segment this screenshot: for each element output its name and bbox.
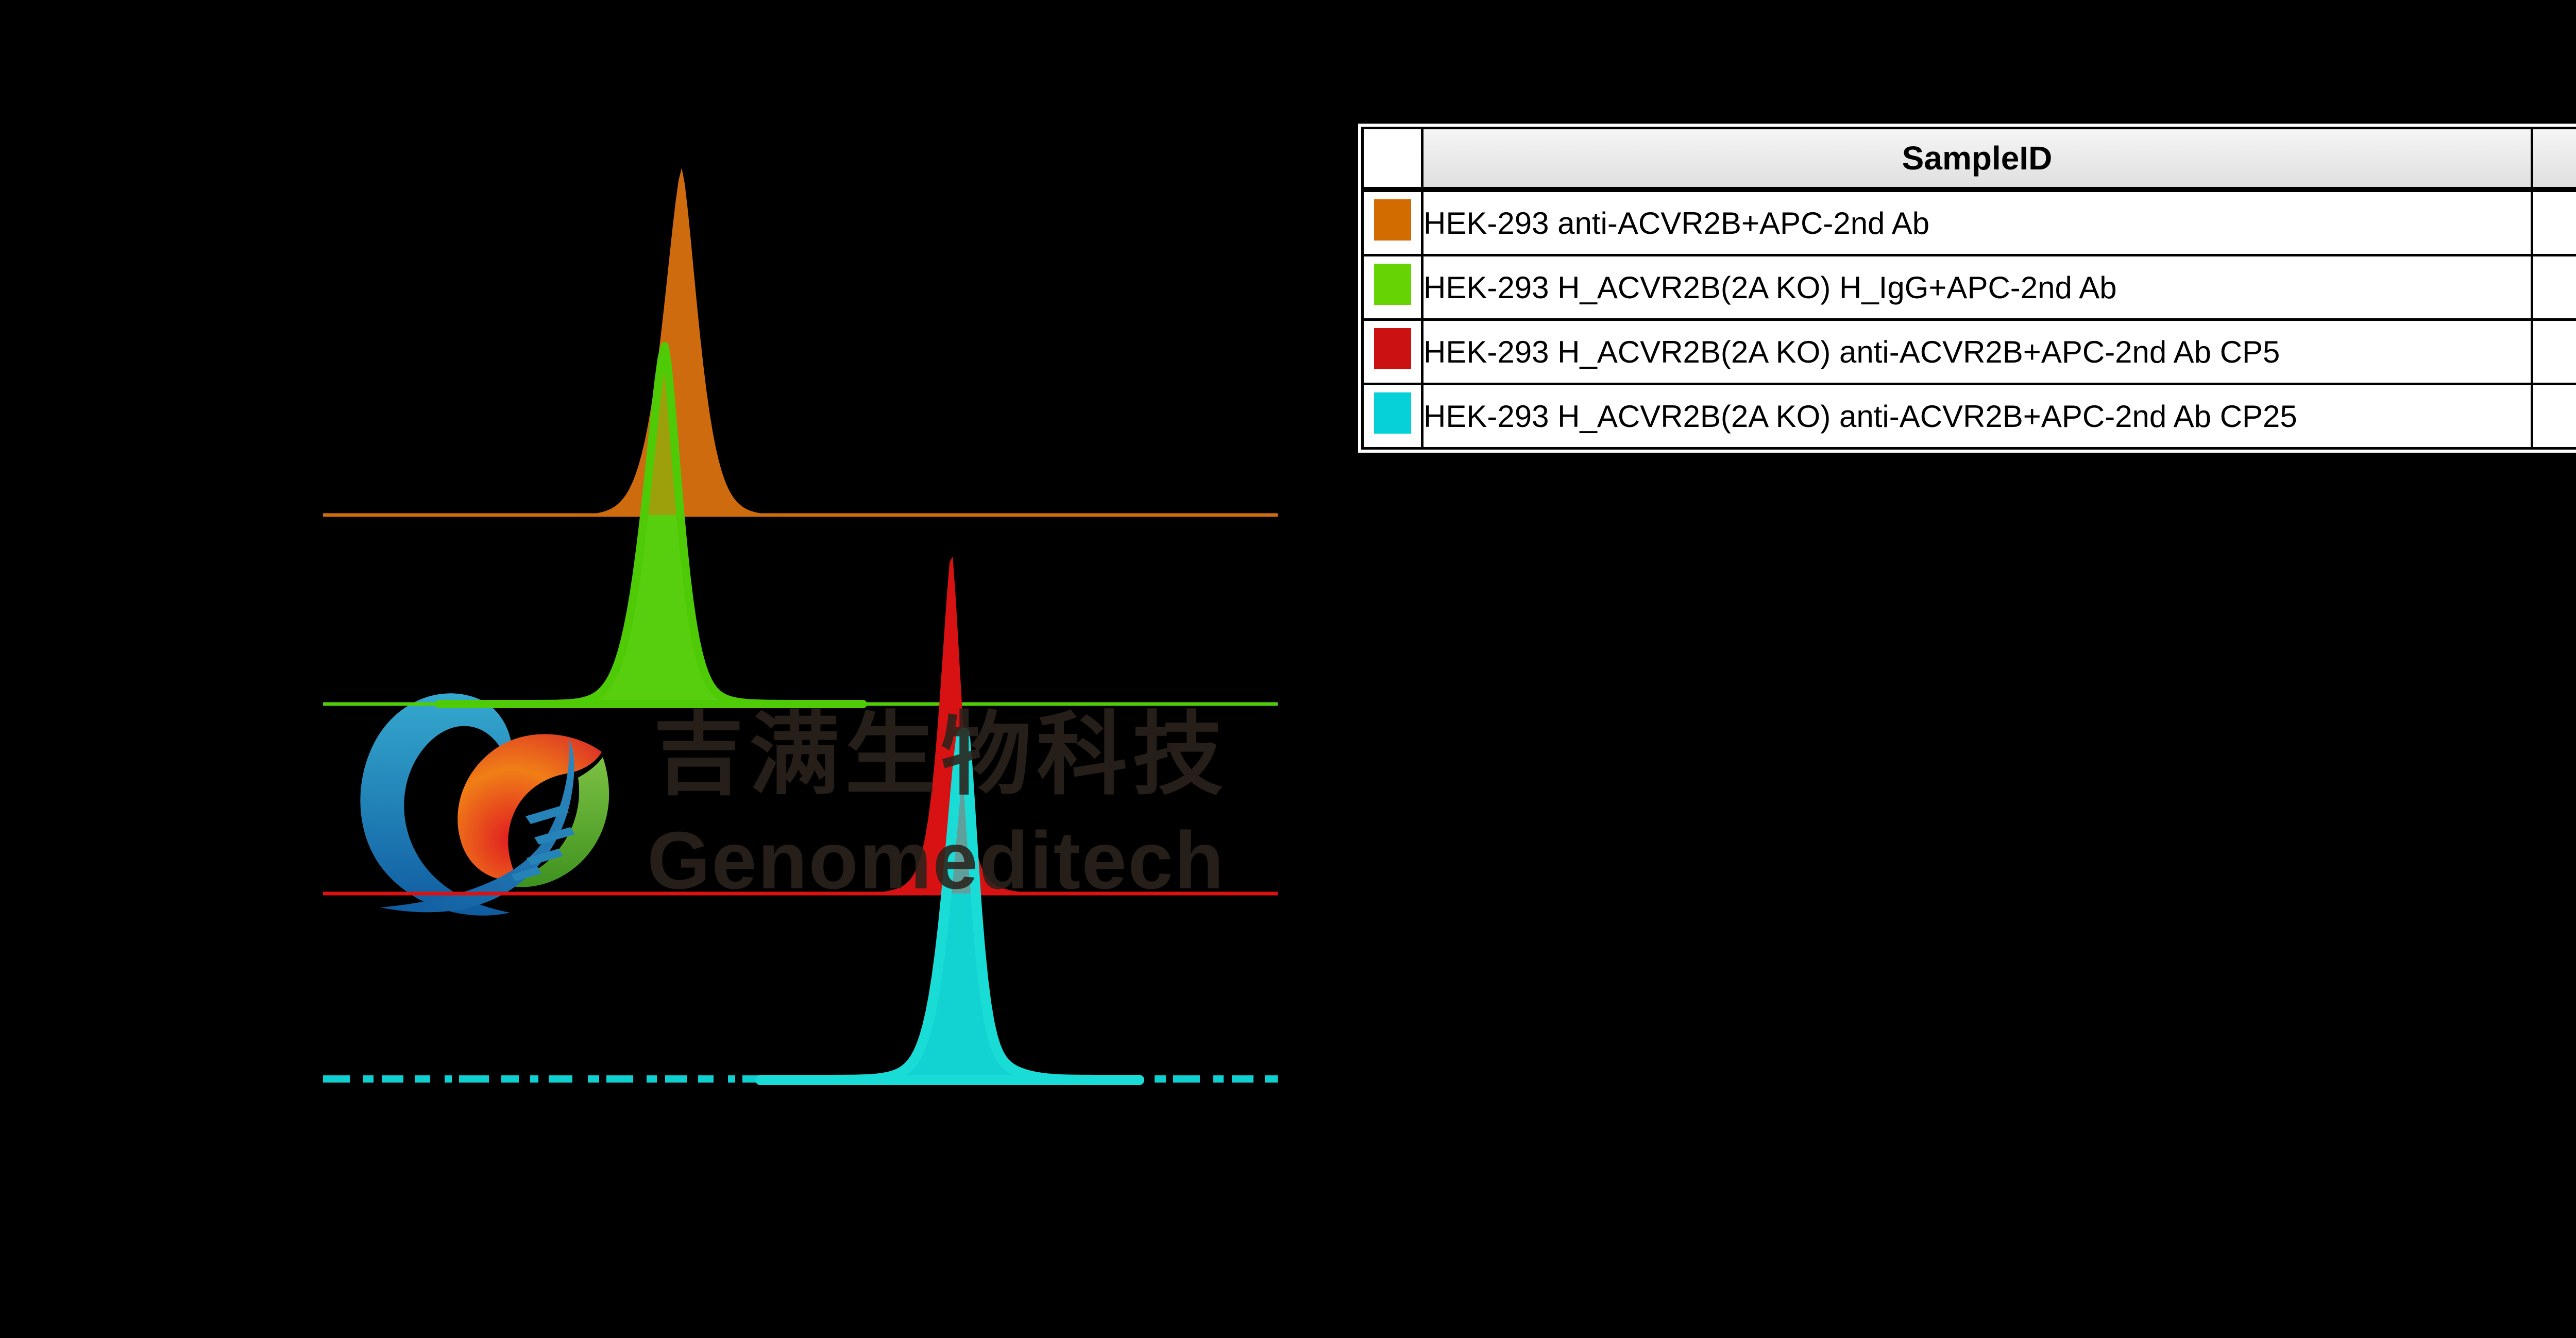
geometric-mean-cell: 8.90E5 bbox=[2531, 383, 2576, 450]
sample-id-cell: HEK-293 H_ACVR2B(2A KO) H_IgG+APC-2nd Ab bbox=[1421, 254, 2533, 321]
table-header-row: SampleID Geometric Mean : FL11-H bbox=[1361, 127, 2576, 192]
histogram-red-fill bbox=[783, 556, 1109, 894]
column-header-sampleid: SampleID bbox=[1421, 127, 2533, 192]
histogram-green-edge bbox=[435, 342, 867, 708]
swatch-cell bbox=[1361, 254, 1423, 321]
histogram-green-fill bbox=[439, 346, 863, 704]
statistics-table: SampleID Geometric Mean : FL11-H HEK-293… bbox=[1361, 127, 2576, 450]
table-row: HEK-293 H_ACVR2B(2A KO) H_IgG+APC-2nd Ab… bbox=[1361, 254, 2576, 321]
sample-id-cell: HEK-293 H_ACVR2B(2A KO) anti-ACVR2B+APC-… bbox=[1421, 318, 2533, 385]
logo-green-leaf bbox=[500, 757, 609, 887]
table-row: HEK-293 H_ACVR2B(2A KO) anti-ACVR2B+APC-… bbox=[1361, 318, 2576, 385]
swatch-cell bbox=[1361, 318, 1423, 385]
series-color-swatch bbox=[1374, 199, 1411, 241]
watermark-english-text: Genomeditech bbox=[647, 815, 1225, 906]
geometric-mean-cell: 2328 bbox=[2531, 188, 2576, 256]
series-color-swatch bbox=[1374, 392, 1411, 434]
genomeditech-logo-svg bbox=[360, 693, 609, 916]
histogram-cyan-edge bbox=[755, 727, 1144, 1085]
sample-id-cell: HEK-293 H_ACVR2B(2A KO) anti-ACVR2B+APC-… bbox=[1421, 383, 2533, 450]
watermark-chinese-text: 吉满生物科技 bbox=[653, 705, 1229, 805]
logo-flame bbox=[457, 734, 602, 881]
series-color-swatch bbox=[1374, 328, 1411, 369]
geometric-mean-cell: 1817 bbox=[2531, 254, 2576, 321]
series-color-swatch bbox=[1374, 264, 1411, 305]
logo-blue-swirl bbox=[360, 693, 513, 916]
logo-dna-strand bbox=[380, 739, 574, 913]
geometric-mean-cell: 7.22E5 bbox=[2531, 318, 2576, 385]
histogram-orange-fill bbox=[456, 168, 894, 515]
logo-dna-rungs bbox=[512, 805, 575, 881]
corner-cell bbox=[1361, 127, 1423, 192]
column-header-geometric-mean: Geometric Mean : FL11-H bbox=[2531, 127, 2576, 192]
table-row: HEK-293 H_ACVR2B(2A KO) anti-ACVR2B+APC-… bbox=[1361, 383, 2576, 450]
swatch-cell bbox=[1361, 383, 1423, 450]
table-row: HEK-293 anti-ACVR2B+APC-2nd Ab 2328 bbox=[1361, 188, 2576, 256]
genomeditech-logo bbox=[355, 685, 613, 922]
sample-id-cell: HEK-293 anti-ACVR2B+APC-2nd Ab bbox=[1421, 188, 2533, 256]
swatch-cell bbox=[1361, 188, 1423, 256]
